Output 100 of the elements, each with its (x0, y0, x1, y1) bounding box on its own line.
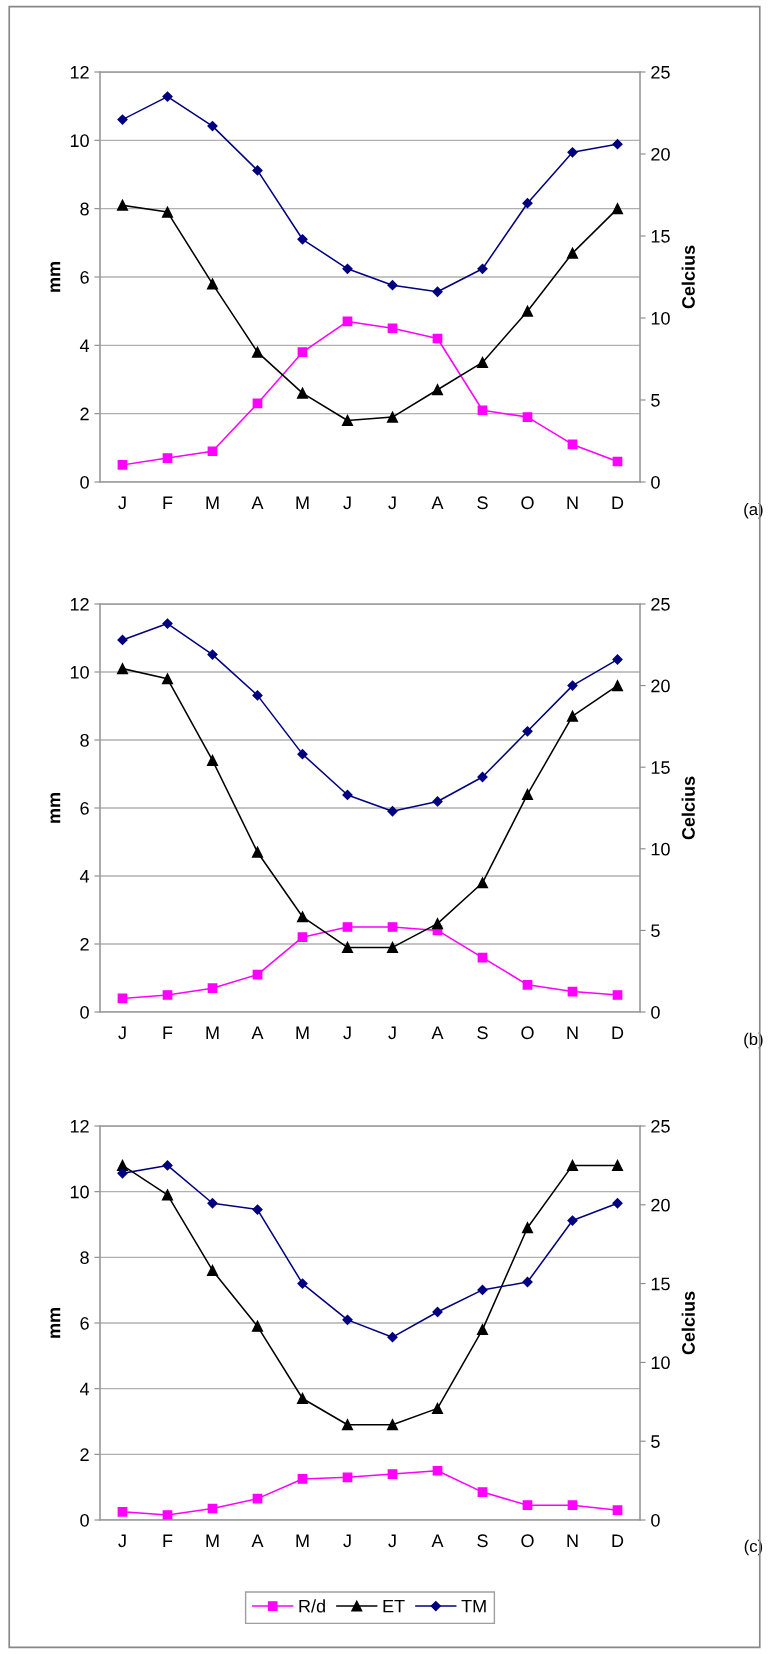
point (117, 1506, 128, 1517)
point (162, 1160, 173, 1171)
point (432, 796, 443, 807)
point (387, 1469, 398, 1479)
y2-tick-label: 5 (651, 1435, 660, 1448)
x-tick-label: A (251, 496, 264, 509)
y-tick-label: 0 (80, 475, 89, 489)
y-tick-label: 12 (70, 65, 89, 79)
point (522, 412, 533, 422)
x-tick-label: O (521, 1534, 534, 1548)
point (567, 147, 578, 158)
point (341, 941, 354, 953)
x-tick-label: O (521, 1026, 534, 1040)
y2-tick-label: 0 (651, 1513, 660, 1527)
y2-tick-label: 15 (651, 230, 670, 243)
point (387, 280, 398, 291)
point (566, 1159, 579, 1171)
point (251, 1320, 264, 1332)
y2-tick-label: 20 (651, 679, 670, 693)
point (161, 206, 174, 218)
point (522, 1500, 533, 1511)
point (342, 1314, 353, 1325)
point (386, 411, 399, 423)
point (612, 139, 623, 150)
y-axis-title: mm (50, 262, 61, 292)
x-tick-label: M (206, 1026, 219, 1039)
legend-label: R/d (299, 1599, 325, 1613)
point (207, 649, 218, 660)
point (522, 979, 533, 990)
point (162, 990, 173, 1000)
x-tick-label: J (343, 496, 351, 510)
point (612, 1198, 623, 1209)
x-tick-label: N (567, 1026, 578, 1039)
point (252, 1204, 263, 1215)
y-tick-label: 8 (80, 1251, 89, 1265)
point (432, 1465, 443, 1476)
point (297, 1474, 308, 1484)
y-tick-label: 6 (80, 270, 89, 284)
y-tick-label: 2 (80, 937, 89, 951)
point (251, 346, 264, 358)
y2-tick-label: 25 (651, 65, 670, 79)
x-tick-label: J (118, 1026, 126, 1040)
x-tick-label: D (612, 1534, 624, 1547)
x-tick-label: M (206, 496, 219, 509)
y-tick-label: 10 (70, 134, 89, 148)
point (117, 634, 128, 646)
point (521, 1222, 534, 1234)
point (161, 1189, 174, 1201)
point (207, 446, 218, 457)
x-tick-label: M (296, 1026, 309, 1039)
point (477, 405, 488, 416)
point (566, 247, 579, 259)
legend-label: ET (383, 1599, 405, 1613)
y-tick-label: 6 (80, 1316, 89, 1330)
point (387, 1332, 398, 1343)
point (522, 198, 533, 209)
x-tick-label: J (388, 1026, 396, 1040)
point (252, 165, 263, 176)
point (476, 877, 489, 889)
point (521, 305, 534, 317)
x-tick-label: M (296, 496, 309, 509)
point (522, 726, 533, 737)
x-tick-label: A (431, 1534, 444, 1547)
point (612, 654, 623, 665)
point (477, 263, 488, 274)
y2-tick-label: 15 (651, 1277, 670, 1291)
point (297, 1278, 308, 1289)
point (252, 1493, 263, 1504)
point (117, 114, 128, 125)
point (296, 387, 309, 399)
x-tick-label: D (612, 1026, 624, 1039)
point (431, 918, 444, 930)
point (567, 1215, 578, 1226)
point (432, 286, 443, 297)
x-tick-label: M (296, 1534, 309, 1547)
point (342, 922, 353, 932)
x-tick-label: J (118, 496, 126, 510)
point (206, 1264, 219, 1277)
y2-tick-label: 15 (651, 761, 670, 774)
y2-tick-label: 0 (651, 475, 660, 489)
x-tick-label: S (477, 1534, 488, 1548)
x-tick-label: O (521, 496, 534, 510)
y-tick-label: 4 (79, 339, 90, 352)
point (431, 384, 444, 396)
point (252, 690, 263, 701)
point (117, 1168, 128, 1179)
point (116, 663, 129, 675)
point (386, 1419, 399, 1431)
y2-tick-label: 10 (651, 842, 670, 856)
point (341, 414, 354, 427)
point (207, 983, 218, 994)
y-tick-label: 2 (80, 407, 89, 421)
x-tick-label: M (206, 1534, 219, 1547)
point (477, 1284, 488, 1296)
point (297, 234, 308, 245)
point (476, 356, 489, 368)
y2-tick-label: 25 (651, 597, 670, 611)
x-tick-label: A (251, 1534, 264, 1547)
point (566, 710, 579, 722)
y-tick-label: 4 (79, 870, 90, 883)
